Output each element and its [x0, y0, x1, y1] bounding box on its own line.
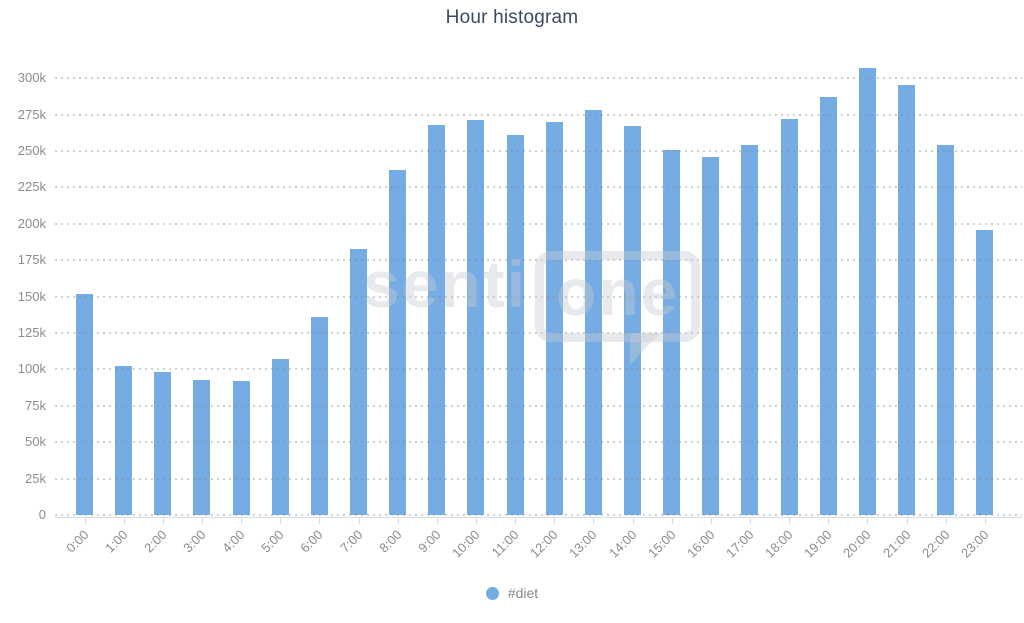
legend-label: #diet	[507, 585, 539, 601]
y-axis-label: 100k	[17, 361, 46, 377]
bar-20:00[interactable]	[858, 68, 876, 515]
x-axis-tick	[397, 518, 399, 524]
bar-19:00[interactable]	[819, 97, 837, 515]
y-axis-label: 75k	[25, 397, 46, 413]
y-axis-label: 175k	[17, 252, 46, 268]
y-axis-label: 275k	[17, 106, 46, 122]
y-axis-label: 250k	[17, 143, 46, 158]
legend-marker-icon	[485, 586, 499, 600]
gridline-225k	[55, 186, 1022, 189]
bar-3:00[interactable]	[193, 379, 211, 515]
gridline-175k	[55, 259, 1022, 262]
x-axis-tick	[241, 518, 243, 524]
y-axis-label: 0	[38, 507, 46, 522]
bar-12:00[interactable]	[545, 121, 563, 515]
x-axis-tick	[554, 518, 556, 524]
x-axis-tick	[280, 518, 282, 524]
x-axis-tick	[475, 518, 477, 524]
gridline-125k	[55, 332, 1022, 334]
x-axis-tick	[867, 518, 869, 524]
bar-7:00[interactable]	[350, 248, 368, 515]
bar-9:00[interactable]	[428, 124, 446, 515]
x-axis-tick	[789, 518, 791, 524]
y-axis-label: 25k	[25, 470, 46, 486]
y-axis-label: 200k	[17, 215, 46, 231]
gridline-150k	[55, 295, 1022, 298]
x-axis-tick	[123, 518, 125, 524]
x-axis-tick	[671, 518, 673, 524]
bar-8:00[interactable]	[389, 169, 407, 515]
bar-2:00[interactable]	[154, 372, 172, 515]
x-axis-tick	[593, 518, 595, 524]
x-axis-tick	[749, 518, 751, 524]
chart-title: Hour histogram	[445, 7, 579, 28]
y-axis-label: 300k	[17, 70, 46, 86]
x-axis-tick	[984, 518, 986, 524]
bar-1:00[interactable]	[115, 366, 133, 515]
gridline-100k	[55, 368, 1022, 371]
bar-5:00[interactable]	[271, 359, 289, 515]
legend-item-diet[interactable]: #diet	[0, 585, 1024, 601]
gridline-275k	[55, 113, 1022, 116]
y-axis-label: 150k	[17, 288, 46, 304]
bar-10:00[interactable]	[467, 120, 485, 515]
bar-22:00[interactable]	[937, 145, 955, 515]
gridline-250k	[55, 150, 1022, 152]
y-axis-label: 125k	[17, 325, 46, 340]
x-axis-line	[55, 517, 1022, 518]
x-axis-tick	[84, 518, 86, 524]
x-axis-tick	[436, 518, 438, 524]
bar-4:00[interactable]	[232, 381, 250, 515]
x-axis-tick	[945, 518, 947, 524]
bar-21:00[interactable]	[898, 85, 916, 515]
gridline-200k	[55, 222, 1022, 225]
x-axis-tick	[828, 518, 830, 524]
x-axis-tick	[201, 518, 203, 524]
bar-15:00[interactable]	[663, 149, 681, 515]
bar-11:00[interactable]	[506, 134, 524, 515]
x-axis-tick	[515, 518, 517, 524]
x-axis-tick	[710, 518, 712, 524]
bar-13:00[interactable]	[584, 110, 602, 515]
bar-18:00[interactable]	[780, 118, 798, 515]
x-axis-tick	[906, 518, 908, 524]
y-axis-label: 50k	[25, 434, 46, 450]
x-axis-tick	[358, 518, 360, 524]
x-axis-tick	[319, 518, 321, 524]
bar-23:00[interactable]	[976, 229, 994, 515]
x-axis-tick	[162, 518, 164, 524]
bar-6:00[interactable]	[310, 316, 328, 515]
bar-16:00[interactable]	[702, 156, 720, 515]
x-axis-tick	[632, 518, 634, 524]
gridline-300k	[55, 77, 1022, 80]
bar-0:00[interactable]	[76, 293, 93, 515]
y-axis-label: 225k	[17, 179, 46, 195]
bar-14:00[interactable]	[624, 126, 642, 515]
bar-17:00[interactable]	[741, 145, 759, 515]
